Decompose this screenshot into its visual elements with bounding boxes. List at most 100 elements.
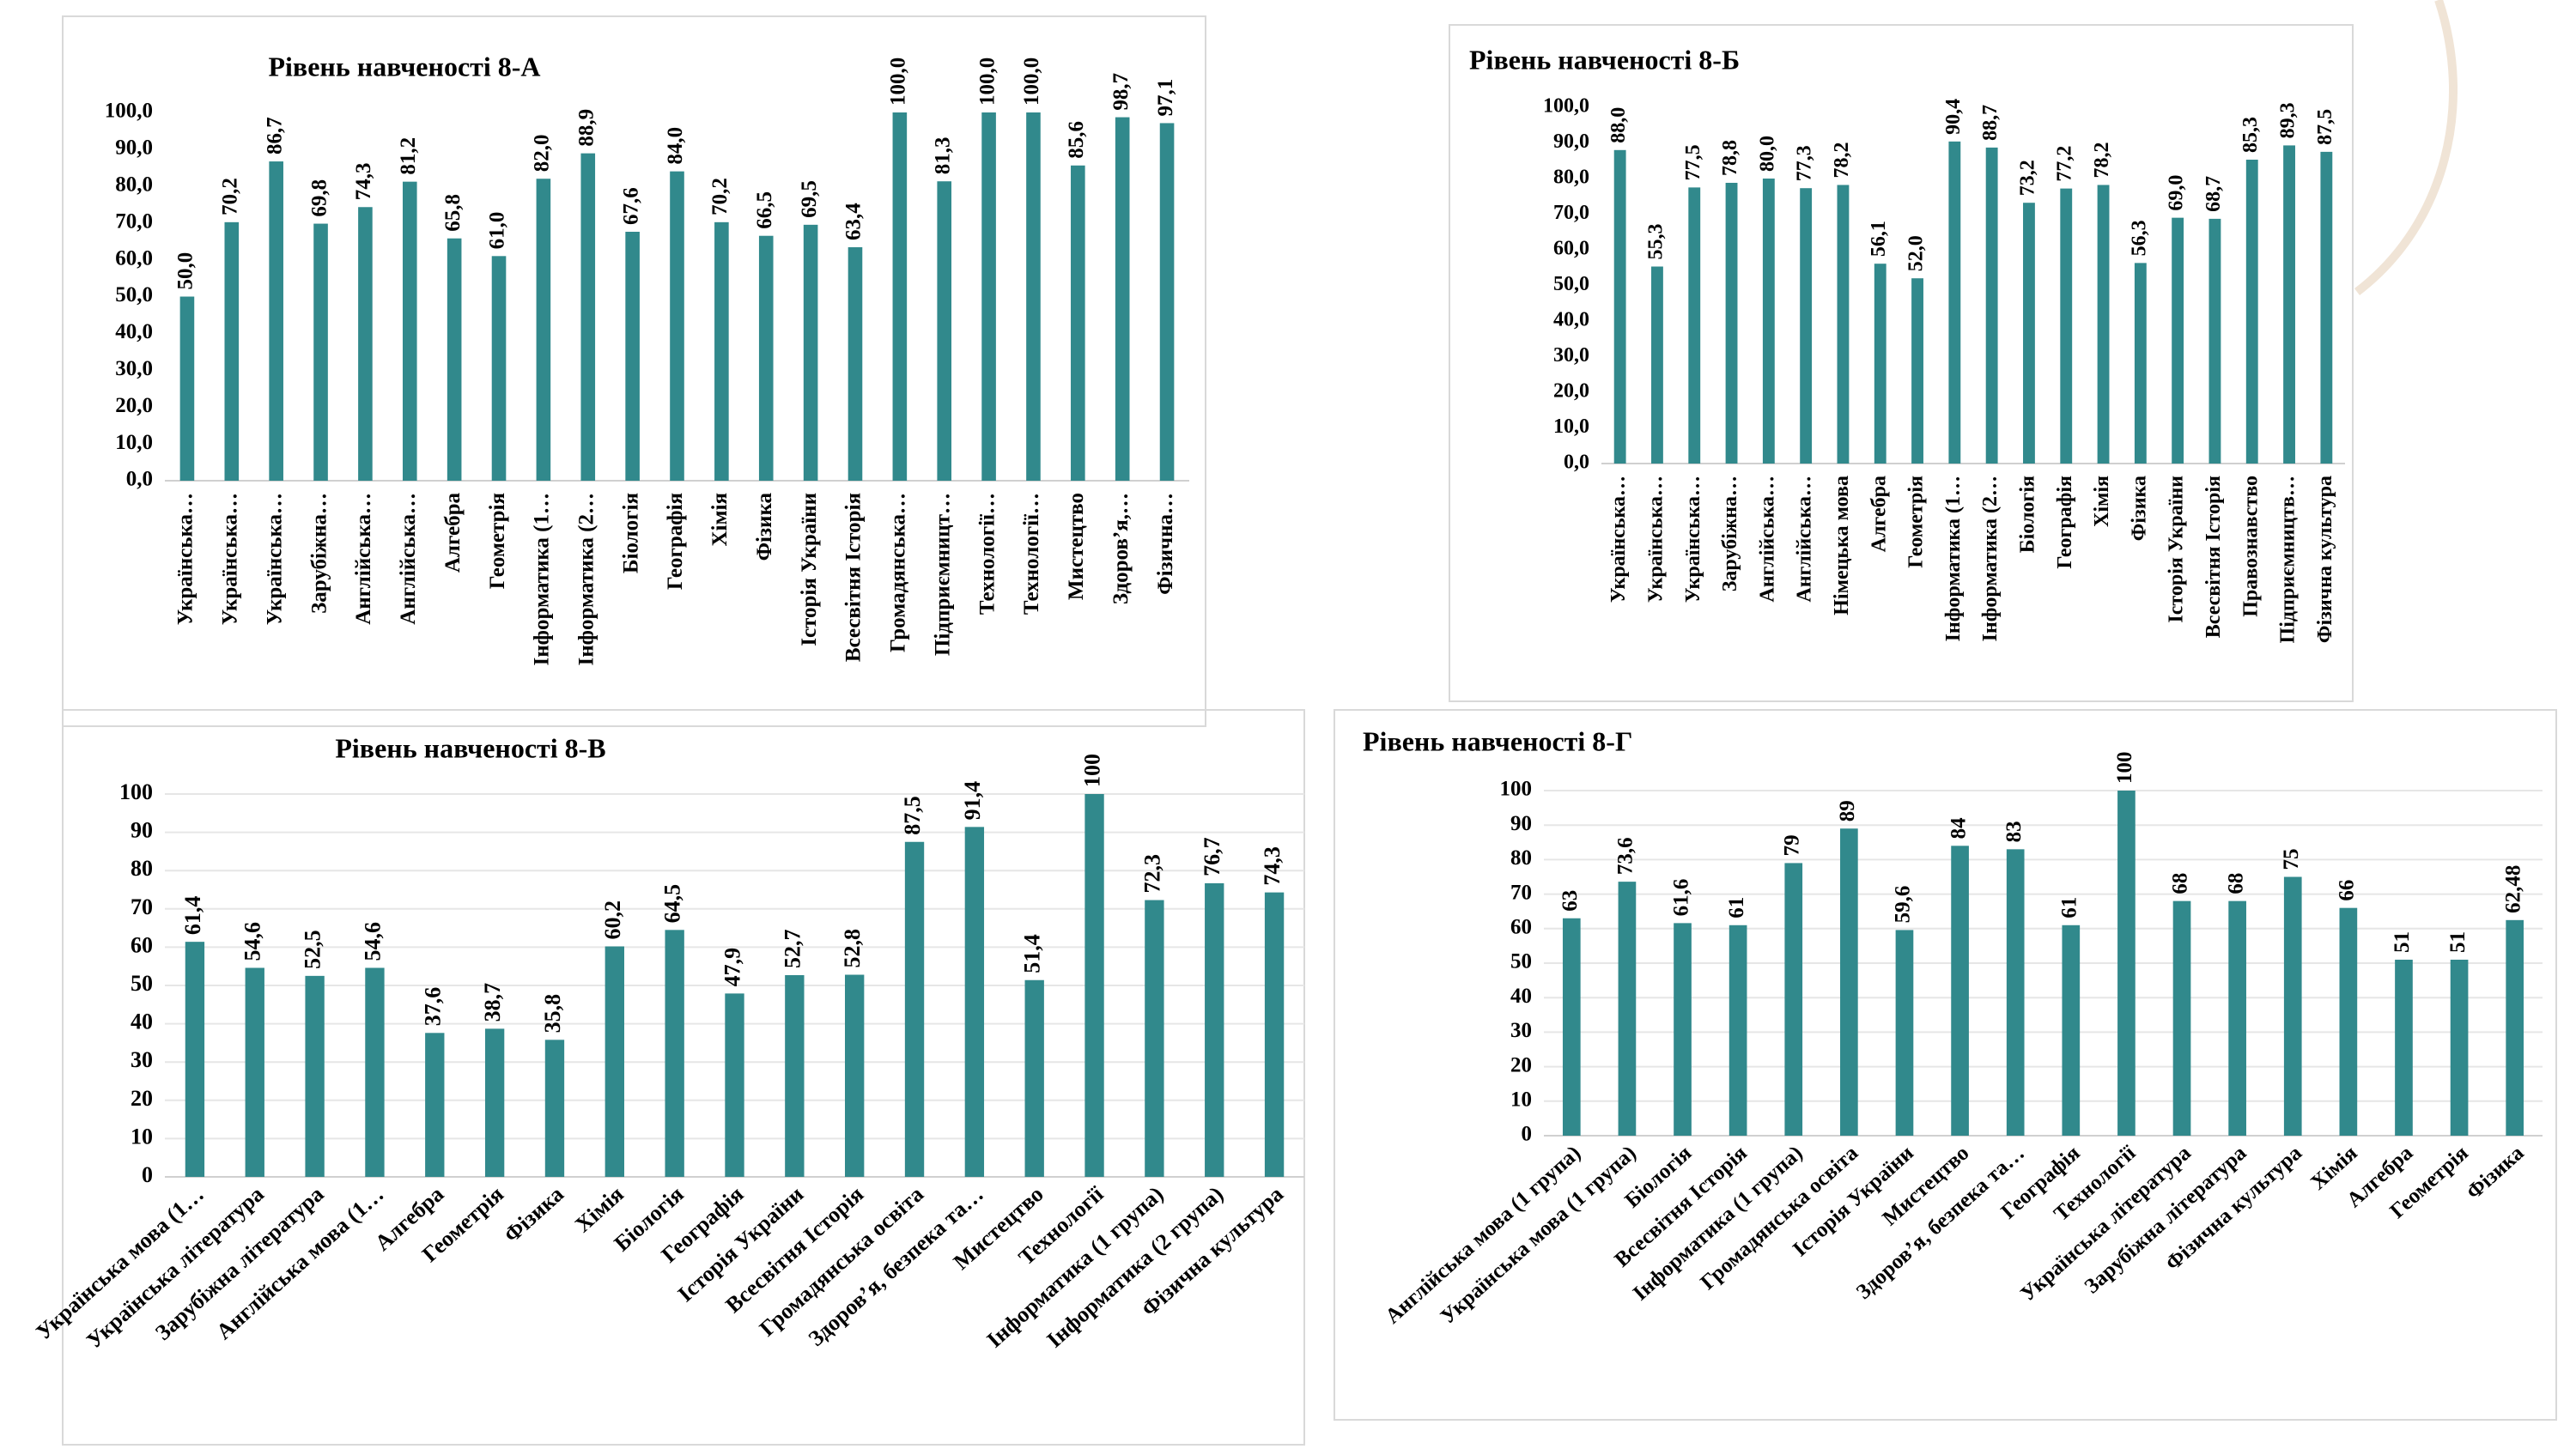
data-label: 50,0 bbox=[174, 252, 197, 290]
data-label: 98,7 bbox=[1109, 73, 1133, 111]
bar bbox=[2172, 900, 2191, 1136]
bar bbox=[2006, 849, 2025, 1136]
y-tick-label: 100,0 bbox=[105, 100, 153, 123]
bar bbox=[2506, 919, 2524, 1136]
x-tick-label: Англійська… bbox=[1794, 476, 1816, 603]
panel-border bbox=[1449, 24, 2354, 702]
data-label: 79 bbox=[1780, 834, 1803, 856]
x-tick-label: Фізична… bbox=[1154, 493, 1177, 595]
data-label: 73,2 bbox=[2016, 160, 2038, 196]
bar bbox=[670, 171, 684, 481]
data-label: 78,8 bbox=[1719, 140, 1741, 176]
data-label: 84 bbox=[1947, 817, 1970, 840]
bar bbox=[904, 841, 925, 1177]
x-tick-label: Хімія bbox=[2091, 476, 2113, 527]
data-label: 77,2 bbox=[2054, 146, 2076, 182]
y-tick-label: 30,0 bbox=[115, 357, 153, 380]
data-label: 97,1 bbox=[1154, 79, 1177, 117]
data-label: 69,8 bbox=[307, 179, 331, 217]
data-label: 73,6 bbox=[1614, 837, 1637, 875]
bar bbox=[269, 161, 283, 481]
data-label: 68,7 bbox=[2202, 176, 2225, 212]
y-tick-label: 0,0 bbox=[1564, 452, 1589, 474]
data-label: 88,7 bbox=[1979, 105, 2002, 141]
y-tick-label: 20 bbox=[131, 1086, 153, 1111]
y-tick-label: 10 bbox=[131, 1124, 153, 1149]
bar bbox=[536, 179, 551, 481]
data-label: 51 bbox=[2391, 931, 2414, 953]
y-tick-label: 100,0 bbox=[1543, 95, 1589, 118]
bar bbox=[1762, 179, 1775, 464]
data-label: 66,5 bbox=[753, 191, 776, 229]
bar bbox=[1264, 892, 1285, 1177]
data-label: 55,3 bbox=[1644, 224, 1667, 260]
data-label: 78,2 bbox=[2091, 142, 2113, 178]
y-tick-label: 70,0 bbox=[115, 209, 153, 233]
bar bbox=[2023, 203, 2035, 464]
bar bbox=[425, 1033, 445, 1177]
x-tick-label: Всесвітня Історія bbox=[2202, 476, 2225, 638]
decoration bbox=[2354, 0, 2458, 295]
bar bbox=[2172, 217, 2184, 464]
data-label: 100 bbox=[1080, 754, 1105, 787]
data-label: 100 bbox=[2113, 752, 2136, 785]
y-tick-label: 80,0 bbox=[115, 173, 153, 197]
bar bbox=[1784, 863, 1803, 1136]
data-label: 100,0 bbox=[1020, 58, 1043, 106]
y-tick-label: 80,0 bbox=[1553, 167, 1589, 189]
data-label: 89,3 bbox=[2277, 102, 2300, 138]
y-tick-label: 60 bbox=[1510, 916, 1532, 939]
bar bbox=[2097, 185, 2110, 464]
data-label: 70,2 bbox=[219, 178, 242, 215]
data-label: 80,0 bbox=[1756, 136, 1778, 172]
y-tick-label: 30 bbox=[131, 1047, 153, 1072]
chart-title: Рівень навченості 8-В bbox=[335, 732, 605, 763]
y-tick-label: 40,0 bbox=[1553, 309, 1589, 331]
data-label: 59,6 bbox=[1892, 886, 1915, 924]
data-label: 78,2 bbox=[1831, 142, 1853, 178]
x-tick-label: Англійська… bbox=[397, 493, 420, 625]
bar bbox=[1071, 165, 1085, 481]
data-label: 56,1 bbox=[1868, 221, 1890, 257]
chart-title: Рівень навченості 8-Б bbox=[1469, 44, 1740, 75]
y-tick-label: 0,0 bbox=[126, 468, 153, 491]
bar bbox=[758, 235, 774, 481]
bar bbox=[665, 930, 684, 1177]
bar bbox=[1985, 147, 1998, 464]
y-tick-label: 70 bbox=[131, 894, 153, 919]
y-tick-label: 80 bbox=[1510, 846, 1532, 870]
data-label: 69,0 bbox=[2166, 175, 2188, 211]
y-tick-label: 10,0 bbox=[1553, 415, 1589, 438]
x-tick-label: Географія bbox=[664, 493, 687, 590]
x-tick-label: Інформатика (1… bbox=[531, 493, 554, 665]
data-label: 77,5 bbox=[1682, 144, 1704, 180]
x-tick-label: Українська… bbox=[174, 493, 197, 625]
data-label: 61,6 bbox=[1669, 879, 1692, 917]
y-tick-label: 0 bbox=[1522, 1123, 1533, 1146]
x-tick-label: Українська… bbox=[219, 493, 242, 625]
x-tick-label: Фізика bbox=[2128, 476, 2150, 541]
x-tick-label: Географія bbox=[2054, 476, 2076, 569]
x-tick-label: Німецька мова bbox=[1831, 476, 1853, 615]
data-label: 61 bbox=[1725, 897, 1748, 919]
x-tick-label: Фізика bbox=[2462, 1141, 2528, 1204]
bar bbox=[1688, 187, 1701, 464]
bar bbox=[785, 974, 805, 1177]
data-label: 61 bbox=[2058, 897, 2081, 919]
data-label: 56,3 bbox=[2128, 220, 2150, 256]
y-tick-label: 60 bbox=[131, 932, 153, 957]
x-tick-label: Підприємництв… bbox=[2277, 476, 2300, 643]
bar bbox=[1674, 923, 1692, 1136]
data-label: 76,7 bbox=[1200, 837, 1224, 876]
y-tick-label: 60,0 bbox=[115, 246, 153, 270]
data-label: 72,3 bbox=[1139, 854, 1164, 894]
bar bbox=[1159, 123, 1175, 482]
data-label: 60,2 bbox=[600, 900, 625, 940]
y-tick-label: 40,0 bbox=[115, 320, 153, 343]
y-tick-label: 50 bbox=[131, 971, 153, 996]
bar bbox=[179, 296, 195, 481]
data-label: 52,0 bbox=[1905, 235, 1928, 271]
bar bbox=[402, 181, 417, 482]
bar bbox=[964, 827, 985, 1177]
